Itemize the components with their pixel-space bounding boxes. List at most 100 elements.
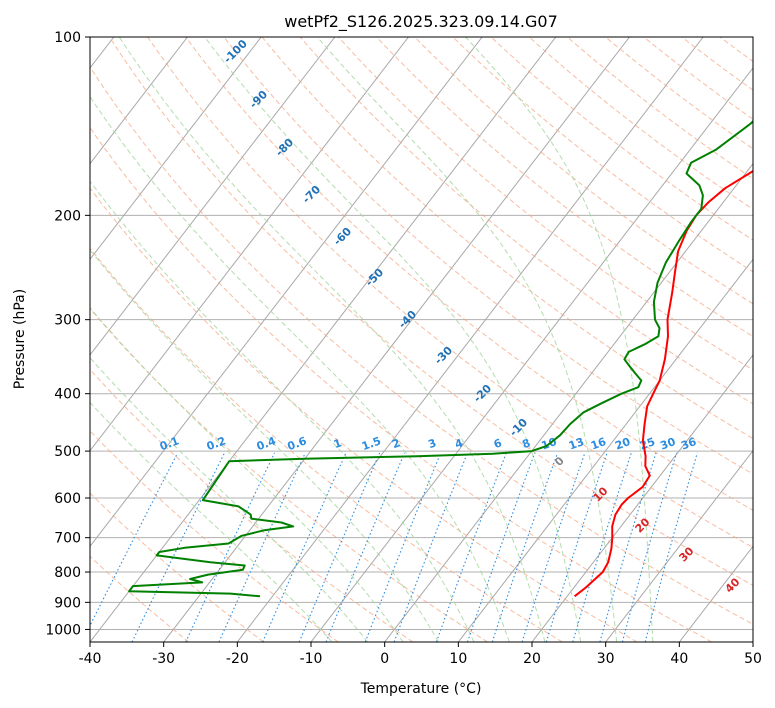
mixing-ratio-label: 30 <box>659 435 678 453</box>
isotherm-line <box>752 641 753 642</box>
dry-adiabat-line <box>90 368 414 642</box>
mixing-ratio-line <box>545 452 608 642</box>
mixing-ratio-label: 3 <box>427 436 439 451</box>
dry-adiabat-line <box>567 37 753 180</box>
dry-adiabat-label: -90 <box>247 88 270 111</box>
y-tick-label: 100 <box>54 30 81 46</box>
moist-adiabat-line <box>90 180 475 642</box>
mixing-ratio-line <box>466 452 536 642</box>
moist-adiabat-line <box>90 249 439 642</box>
mixing-ratio-label: 0.1 <box>158 434 181 453</box>
dry-adiabat-label: -10 <box>507 416 530 439</box>
dry-adiabat-label: -80 <box>273 136 296 159</box>
moist-adiabat-line <box>90 357 368 642</box>
dry-adiabat-line <box>147 37 753 548</box>
mixing-ratio-line <box>90 452 179 627</box>
mixing-ratio-line <box>435 452 507 642</box>
mixing-ratio-line <box>621 452 678 642</box>
mixing-ratio-line <box>599 452 657 642</box>
mixing-ratio-line <box>298 452 381 642</box>
dry-adiabat-label: -40 <box>396 308 419 331</box>
mixing-ratio-line <box>325 452 406 642</box>
dry-adiabat-line <box>338 37 753 371</box>
y-tick-label: 400 <box>54 387 81 403</box>
temperature-profile <box>573 169 753 598</box>
x-tick-label: 30 <box>597 651 615 667</box>
isotherm-line <box>90 37 409 452</box>
dry-adiabat-label: 10 <box>591 484 611 504</box>
dry-adiabat-label: -70 <box>300 183 323 206</box>
y-tick-label: 700 <box>54 531 81 547</box>
isotherm-line <box>605 449 753 642</box>
x-tick-label: -40 <box>79 651 102 667</box>
x-tick-label: 10 <box>449 651 467 667</box>
y-tick-label: 600 <box>54 491 81 507</box>
mixing-ratio-label: 0.4 <box>255 434 278 453</box>
dry-adiabat-line <box>528 37 753 210</box>
dry-adiabat-line <box>90 308 488 642</box>
dry-adiabat-line <box>681 37 753 91</box>
x-tick-label: 40 <box>670 651 688 667</box>
dry-adiabat-line <box>605 37 753 150</box>
isotherm-line <box>531 354 753 642</box>
mixing-ratio-line <box>185 452 275 642</box>
dry-adiabat-label: -100 <box>221 37 250 66</box>
dry-adiabat-line <box>223 37 753 475</box>
mixing-ratio-line <box>131 452 225 642</box>
dry-adiabat-line <box>490 37 753 241</box>
x-tick-label: -30 <box>152 651 175 667</box>
dry-adiabat-line <box>185 37 753 511</box>
mixing-ratio-label: 0.6 <box>286 434 309 453</box>
dry-adiabat-label: 0 <box>552 454 567 469</box>
moist-adiabat-line <box>90 95 510 642</box>
y-tick-label: 900 <box>54 595 81 611</box>
mixing-ratio-line <box>644 452 698 642</box>
dry-adiabat-line <box>376 37 753 338</box>
isotherm-line <box>163 37 630 642</box>
dry-adiabat-line <box>643 37 753 120</box>
mixing-ratio-label: 20 <box>613 435 632 453</box>
x-tick-label: 0 <box>380 651 389 667</box>
dry-adiabat-line <box>90 187 638 642</box>
isotherm-line <box>384 162 753 642</box>
isotherm-line <box>90 37 557 642</box>
plot-area: 0.1 0.2 0.4 0.6 1 1.5 2 3 4 6 8 10 13 16 20 25 30 36-100-… <box>90 37 753 642</box>
mixing-ratio-label: 4 <box>453 436 465 451</box>
mixing-ratio-line <box>572 452 632 642</box>
dry-adiabat-line <box>90 247 563 642</box>
x-tick-label: -20 <box>226 651 249 667</box>
axes: -40 -30 -20 -10 0 10 20 30 40 5010020030040050060… <box>45 30 762 667</box>
moist-adiabat-line <box>90 307 404 642</box>
mixing-ratio-label: 13 <box>567 435 586 452</box>
mixing-ratio-label: 1 <box>332 436 344 451</box>
isotherm-line <box>90 37 262 261</box>
mixing-ratio-line <box>218 452 306 642</box>
mixing-ratio-label: 0.2 <box>205 434 228 453</box>
mixing-ratio-label: 1.5 <box>360 434 383 453</box>
moist-adiabat-line <box>316 37 618 642</box>
mixing-ratio-line <box>491 452 559 642</box>
y-tick-label: 1000 <box>45 622 81 638</box>
mixing-ratio-label: 8 <box>521 436 533 451</box>
mixing-ratio-label: 6 <box>492 436 504 451</box>
mixing-ratio-line <box>364 452 442 642</box>
dry-adiabat-line <box>452 37 753 273</box>
dry-adiabat-line <box>90 65 753 625</box>
isotherm-line <box>90 37 188 165</box>
isotherm-line <box>236 37 704 642</box>
dry-adiabat-line <box>261 37 753 440</box>
x-tick-label: 50 <box>744 651 762 667</box>
y-tick-label: 200 <box>54 208 81 224</box>
y-tick-label: 300 <box>54 313 81 329</box>
x-axis-title: Temperature (°C) <box>360 681 482 697</box>
mixing-ratio-label: 25 <box>638 435 657 452</box>
chart-title: wetPf2_S126.2025.323.09.14.G07 <box>284 12 558 32</box>
y-tick-label: 500 <box>54 444 81 460</box>
isotherm-line <box>90 37 336 356</box>
y-axis-title: Pressure (hPa) <box>12 289 28 389</box>
mixing-ratio-label: 36 <box>679 435 698 453</box>
dry-adiabat-line <box>299 37 753 405</box>
dry-adiabat-line <box>414 37 753 305</box>
plot-frame <box>89 36 754 643</box>
